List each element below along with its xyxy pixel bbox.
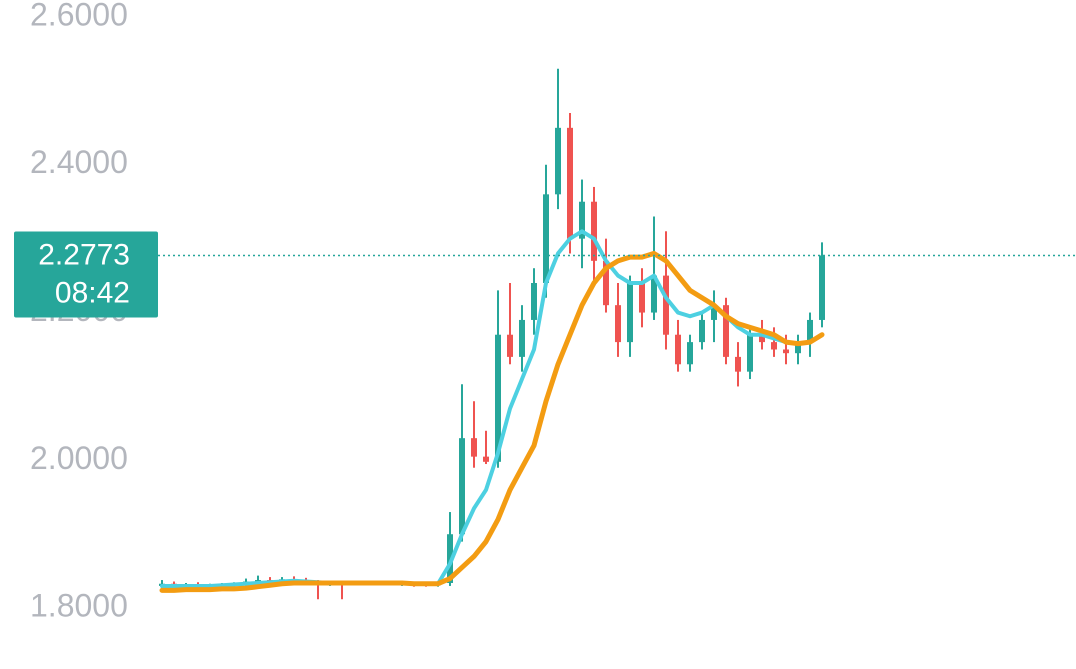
- candle-body: [543, 194, 549, 283]
- candle-body: [771, 342, 777, 350]
- candle-body: [759, 334, 765, 343]
- candle-body: [483, 456, 489, 462]
- candle-body: [783, 349, 789, 354]
- candle-body: [723, 305, 729, 357]
- candle-body: [747, 334, 753, 372]
- candle-body: [495, 334, 501, 462]
- y-tick-label: 2.6000: [30, 0, 128, 32]
- candle-body: [555, 127, 561, 195]
- candle-body: [687, 342, 693, 365]
- price-label-box: [14, 231, 158, 318]
- candle-body: [627, 282, 633, 343]
- price-label: 2.2773: [38, 238, 130, 271]
- candle-body: [795, 342, 801, 354]
- candle-body: [459, 438, 465, 535]
- candle-body: [651, 275, 657, 313]
- candle-body: [807, 319, 813, 343]
- candle-body: [471, 438, 477, 457]
- candle-body: [519, 319, 525, 357]
- y-tick-label: 2.4000: [30, 144, 128, 180]
- countdown-label: 08:42: [55, 276, 130, 309]
- candle-body: [819, 255, 825, 320]
- candle-body: [591, 201, 597, 261]
- candle-body: [675, 334, 681, 365]
- candle-body: [735, 356, 741, 372]
- candle-body: [531, 282, 537, 320]
- candle-body: [579, 201, 585, 239]
- candle-body: [603, 260, 609, 306]
- candle-body: [711, 305, 717, 320]
- candle-body: [567, 127, 573, 239]
- candle-body: [699, 319, 705, 343]
- y-tick-label: 1.8000: [30, 588, 128, 624]
- candle-body: [615, 305, 621, 343]
- candle-body: [663, 275, 669, 335]
- y-tick-label: 2.0000: [30, 440, 128, 476]
- moving-average: [159, 250, 825, 593]
- candle-body: [507, 334, 513, 357]
- candle-body: [255, 580, 261, 582]
- candle-body: [639, 282, 645, 313]
